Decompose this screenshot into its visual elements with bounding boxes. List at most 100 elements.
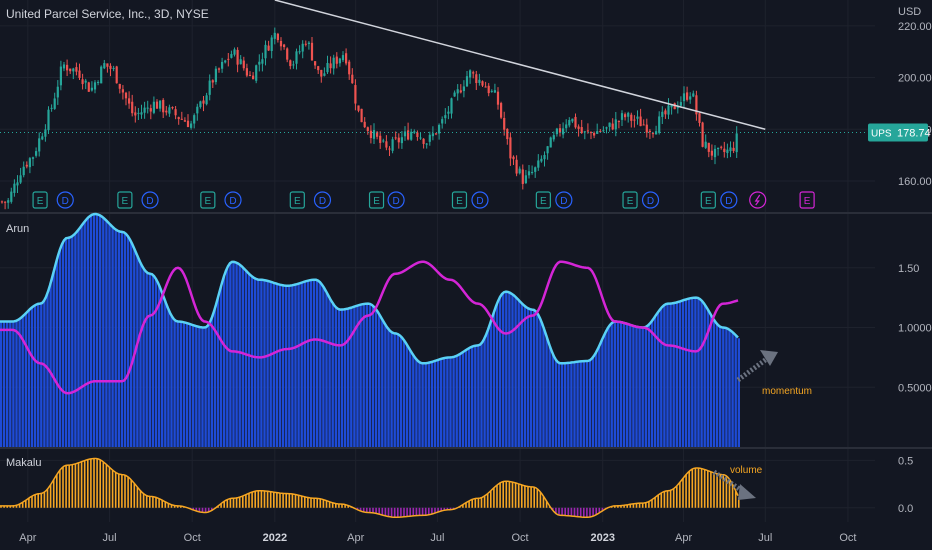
- earnings-marker-icon[interactable]: [799, 191, 815, 209]
- earnings-marker-icon[interactable]: [368, 191, 385, 209]
- candle[interactable]: [394, 137, 397, 139]
- candle[interactable]: [403, 131, 407, 137]
- candle[interactable]: [314, 61, 317, 66]
- candle[interactable]: [698, 113, 701, 123]
- candle[interactable]: [431, 133, 434, 137]
- candle[interactable]: [75, 67, 78, 72]
- candle[interactable]: [348, 61, 351, 75]
- candle[interactable]: [710, 150, 713, 156]
- candle[interactable]: [369, 130, 372, 139]
- candle[interactable]: [645, 124, 648, 133]
- candle[interactable]: [664, 110, 667, 115]
- candle[interactable]: [391, 139, 394, 151]
- candle[interactable]: [478, 79, 481, 83]
- candle[interactable]: [66, 64, 69, 71]
- candle[interactable]: [93, 82, 97, 90]
- candle[interactable]: [270, 37, 273, 51]
- candle[interactable]: [574, 116, 577, 128]
- candle[interactable]: [90, 87, 93, 91]
- candle[interactable]: [382, 140, 385, 142]
- candle[interactable]: [726, 149, 729, 154]
- candle[interactable]: [134, 112, 137, 116]
- dividend-marker-icon[interactable]: [141, 191, 159, 209]
- candle[interactable]: [599, 130, 602, 132]
- candle[interactable]: [363, 121, 366, 128]
- price-pane[interactable]: [0, 0, 875, 210]
- candle[interactable]: [292, 64, 295, 66]
- candle[interactable]: [155, 101, 159, 109]
- dividend-marker-icon[interactable]: [313, 191, 332, 209]
- split-marker-icon[interactable]: [749, 191, 767, 209]
- candle[interactable]: [146, 107, 149, 109]
- candle[interactable]: [500, 103, 503, 118]
- candle[interactable]: [425, 143, 428, 145]
- candle[interactable]: [59, 66, 62, 86]
- candle[interactable]: [301, 43, 304, 52]
- candle[interactable]: [22, 166, 25, 176]
- candle[interactable]: [407, 130, 410, 140]
- candle[interactable]: [345, 53, 348, 64]
- earnings-marker-icon[interactable]: [622, 191, 638, 209]
- trendline[interactable]: [274, 0, 766, 130]
- candle[interactable]: [214, 68, 217, 83]
- candle[interactable]: [651, 133, 655, 135]
- candle[interactable]: [713, 148, 717, 158]
- candle[interactable]: [593, 132, 596, 136]
- candle[interactable]: [338, 58, 341, 64]
- candle[interactable]: [121, 89, 124, 93]
- candle[interactable]: [639, 116, 642, 127]
- candle[interactable]: [462, 86, 465, 92]
- candle[interactable]: [118, 83, 121, 89]
- candle[interactable]: [518, 168, 521, 174]
- candle[interactable]: [35, 151, 38, 156]
- candle[interactable]: [211, 80, 214, 83]
- candle[interactable]: [434, 133, 438, 135]
- candle[interactable]: [310, 42, 314, 61]
- candle[interactable]: [438, 124, 441, 134]
- candle[interactable]: [152, 101, 155, 113]
- candle[interactable]: [487, 85, 490, 94]
- candle[interactable]: [416, 132, 419, 137]
- candle[interactable]: [509, 137, 512, 159]
- candle[interactable]: [47, 109, 50, 131]
- candle[interactable]: [571, 118, 574, 122]
- candle[interactable]: [723, 148, 726, 153]
- candle[interactable]: [329, 63, 332, 69]
- candle[interactable]: [676, 107, 679, 109]
- candle[interactable]: [614, 119, 617, 130]
- candle[interactable]: [679, 102, 682, 106]
- candle[interactable]: [143, 107, 146, 113]
- candle[interactable]: [137, 112, 140, 114]
- candle[interactable]: [289, 60, 292, 67]
- candle[interactable]: [128, 98, 131, 104]
- candle[interactable]: [168, 107, 171, 114]
- candle[interactable]: [72, 68, 75, 72]
- candle[interactable]: [481, 81, 484, 86]
- candle[interactable]: [84, 80, 87, 83]
- candle[interactable]: [558, 128, 562, 133]
- candle[interactable]: [10, 191, 13, 202]
- candle[interactable]: [456, 89, 459, 94]
- candle[interactable]: [689, 96, 692, 100]
- candle[interactable]: [624, 114, 627, 118]
- candle[interactable]: [552, 135, 555, 140]
- candle[interactable]: [196, 106, 199, 114]
- candle[interactable]: [276, 33, 279, 41]
- candle[interactable]: [450, 98, 453, 114]
- candle[interactable]: [25, 164, 28, 167]
- candle[interactable]: [633, 119, 636, 121]
- candle[interactable]: [602, 130, 605, 132]
- candle[interactable]: [273, 32, 276, 39]
- candle[interactable]: [503, 117, 506, 130]
- candle[interactable]: [149, 108, 152, 112]
- candle[interactable]: [469, 70, 472, 78]
- candle[interactable]: [692, 93, 695, 97]
- candle[interactable]: [419, 137, 422, 139]
- candle[interactable]: [174, 109, 177, 116]
- candle[interactable]: [267, 45, 270, 51]
- candle[interactable]: [7, 200, 10, 203]
- candle[interactable]: [611, 123, 614, 130]
- candle[interactable]: [673, 103, 676, 110]
- candle[interactable]: [441, 119, 444, 124]
- candle[interactable]: [531, 172, 534, 174]
